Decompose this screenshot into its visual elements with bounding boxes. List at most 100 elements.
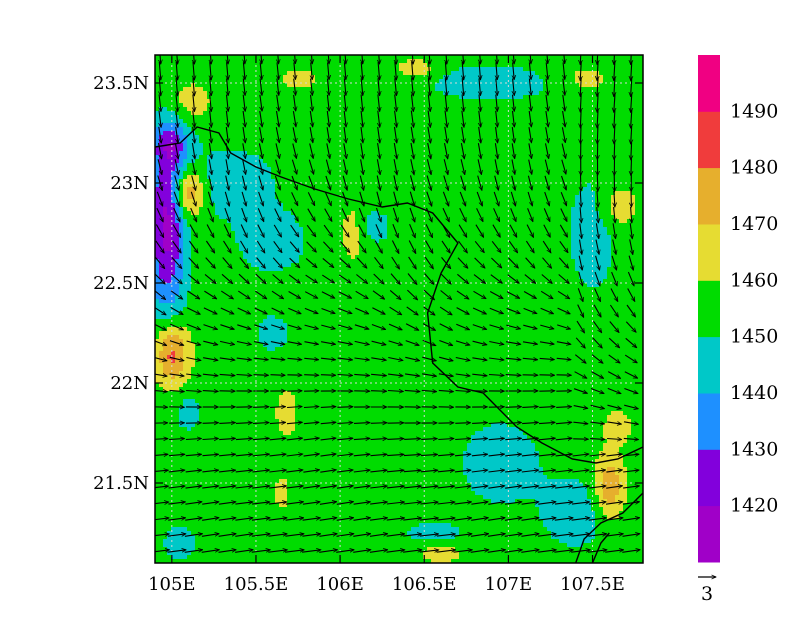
wind-arrow — [389, 306, 402, 315]
wind-arrow — [237, 324, 251, 329]
wind-arrow — [424, 273, 434, 285]
wind-arrow — [506, 291, 520, 299]
wind-arrow — [537, 534, 556, 537]
wind-arrow — [426, 191, 432, 207]
wind-arrow — [460, 159, 465, 174]
wind-arrow — [320, 470, 336, 472]
grid-lines — [155, 55, 643, 563]
wind-arrow — [544, 175, 549, 190]
wind-arrow — [353, 454, 370, 456]
wind-arrow — [461, 126, 465, 143]
wind-arrow — [210, 110, 212, 128]
wind-arrow — [169, 374, 185, 376]
wind-arrow — [287, 324, 302, 329]
wind-arrow — [505, 454, 521, 456]
wind-arrow — [572, 486, 589, 488]
wind-arrow — [505, 407, 522, 408]
wind-arrow — [421, 439, 437, 440]
wind-arrow — [337, 438, 353, 440]
wind-arrow — [437, 502, 455, 504]
wind-arrow — [555, 454, 573, 456]
wind-arrow — [242, 143, 246, 158]
wind-arrow — [277, 62, 279, 79]
wind-arrow — [522, 342, 538, 344]
wind-arrow — [302, 502, 320, 505]
wind-arrow — [277, 55, 279, 64]
colorbar-swatch — [698, 393, 720, 450]
wind-arrow — [309, 127, 313, 143]
wind-arrow — [540, 324, 554, 329]
wind-arrow — [193, 61, 194, 80]
wind-arrow — [294, 62, 296, 80]
wind-arrow — [460, 175, 466, 191]
colorbar-swatch — [698, 111, 720, 169]
wind-arrow — [573, 388, 587, 394]
wind-arrow — [303, 438, 320, 440]
wind-arrow — [546, 78, 548, 96]
wind-arrow — [557, 307, 571, 315]
wind-arrow — [554, 502, 573, 504]
wind-arrow — [218, 502, 236, 505]
wind-arrow — [437, 518, 455, 520]
wind-arrow — [169, 340, 184, 346]
wind-arrow — [462, 94, 464, 112]
wind-arrow — [370, 518, 387, 521]
wind-arrow — [155, 439, 168, 440]
wind-arrow — [327, 94, 329, 111]
wind-arrow — [253, 375, 269, 376]
wind-arrow — [403, 550, 422, 553]
wind-arrow — [221, 273, 233, 283]
wind-arrow — [275, 110, 280, 127]
wind-arrow — [205, 257, 216, 269]
wind-arrow — [595, 255, 600, 270]
wind-arrow — [170, 290, 183, 299]
wind-arrow — [422, 339, 436, 345]
wind-arrow — [559, 224, 568, 237]
wind-arrow — [342, 191, 348, 206]
wind-arrow — [187, 273, 199, 283]
wind-arrow — [543, 224, 551, 238]
wind-arrow — [508, 240, 517, 253]
wind-arrow — [495, 143, 497, 159]
wind-arrow — [527, 175, 532, 190]
vector-reference: 3 — [698, 577, 716, 605]
wind-arrow — [202, 454, 219, 455]
wind-arrow — [456, 307, 470, 315]
wind-arrow — [253, 358, 269, 360]
wind-arrow — [562, 110, 566, 127]
wind-arrow — [252, 423, 269, 424]
wind-arrow — [631, 55, 632, 64]
wind-arrow — [405, 323, 419, 331]
wind-arrow — [370, 423, 387, 424]
wind-arrow — [319, 550, 337, 553]
wind-arrow — [572, 470, 589, 472]
wind-arrow — [155, 518, 169, 520]
wind-arrow — [530, 55, 532, 64]
wind-arrow — [422, 374, 436, 376]
wind-arrow — [441, 257, 451, 268]
wind-arrow — [221, 290, 233, 299]
wind-arrow — [590, 422, 604, 424]
wind-arrow — [275, 143, 280, 158]
wind-arrow — [623, 422, 639, 424]
wind-arrow — [454, 454, 471, 456]
wind-arrow — [328, 78, 330, 96]
wind-arrow — [496, 78, 498, 96]
wind-arrow — [510, 208, 516, 221]
wind-arrow — [479, 55, 480, 64]
wind-arrow — [555, 438, 572, 440]
wind-arrow — [580, 190, 581, 207]
wind-arrow — [472, 358, 487, 360]
wind-arrow — [627, 271, 635, 286]
wind-arrow — [459, 191, 466, 206]
wind-arrow — [454, 502, 471, 504]
wind-arrow — [438, 356, 453, 361]
wind-arrow — [529, 62, 531, 79]
wind-arrow — [294, 94, 296, 111]
wind-arrow — [489, 291, 503, 299]
wind-arrow — [344, 94, 346, 112]
wind-arrow — [405, 340, 420, 346]
wind-arrow — [472, 324, 487, 330]
wind-arrow — [523, 324, 537, 329]
wind-arrow — [321, 324, 335, 329]
